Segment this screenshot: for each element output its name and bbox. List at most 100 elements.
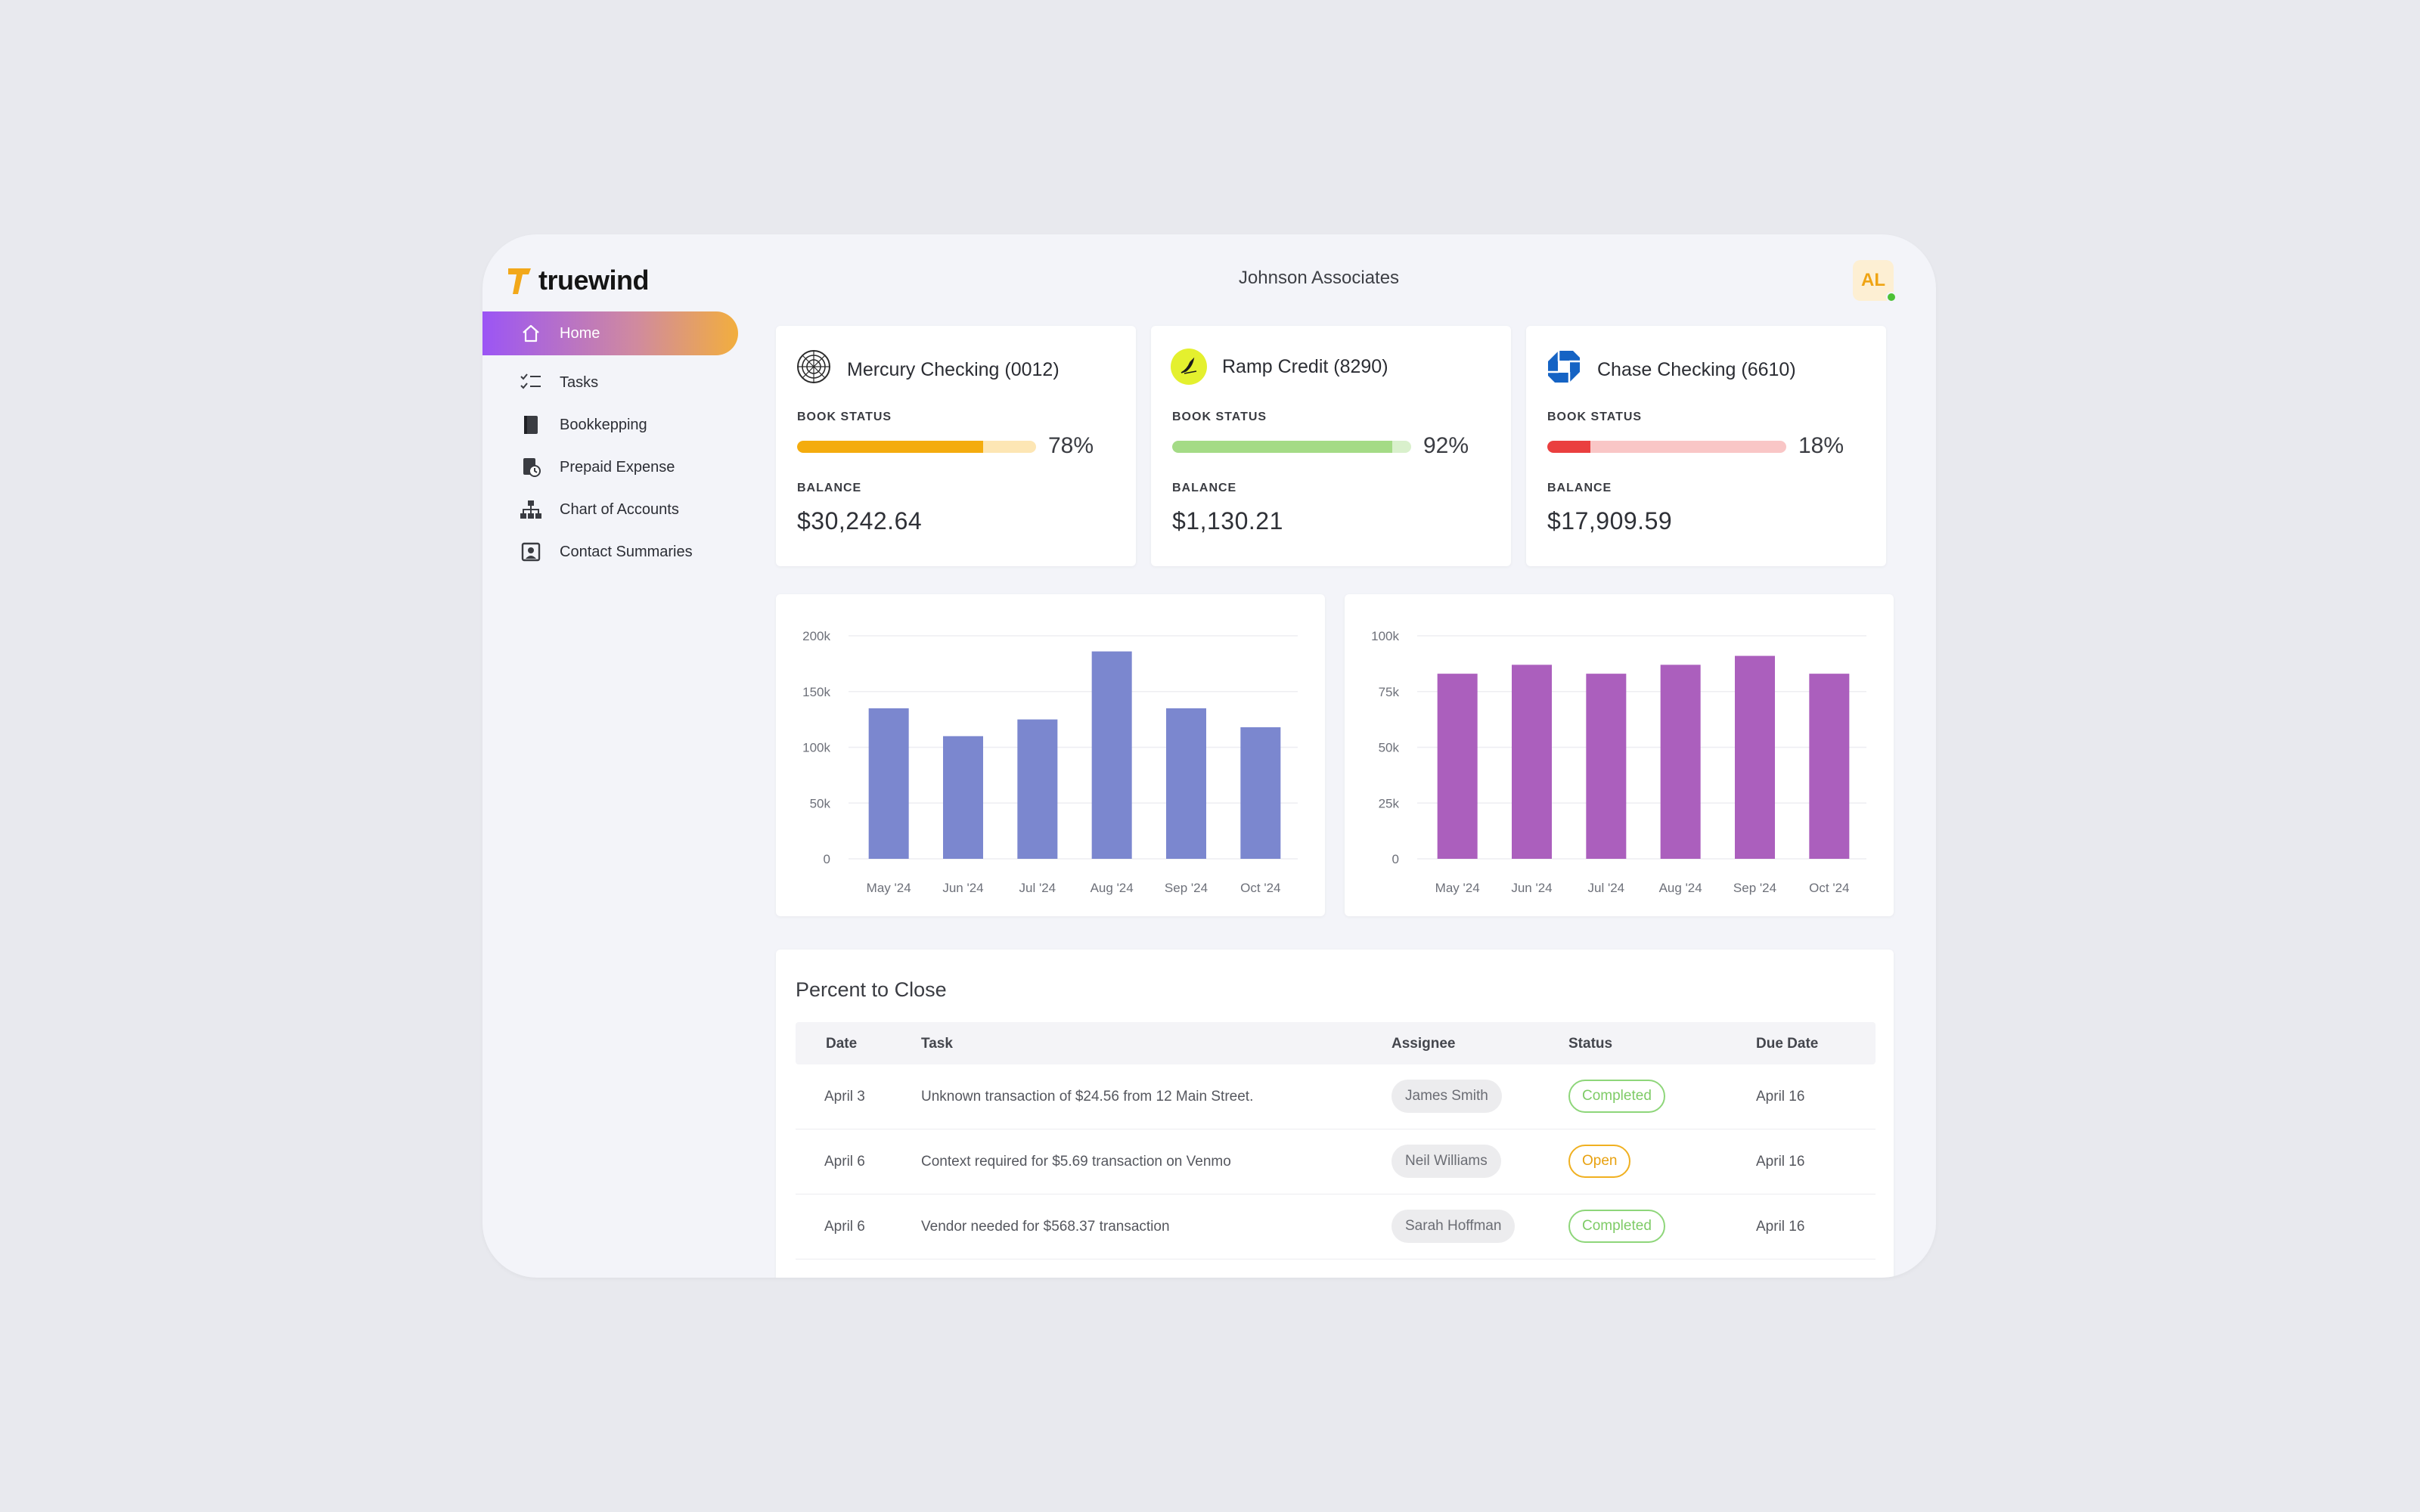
assignee-chip[interactable]: Neil Williams bbox=[1392, 1145, 1501, 1178]
y-tick-label: 0 bbox=[1392, 852, 1399, 866]
logo-text: truewind bbox=[538, 265, 650, 296]
sidebar-item-chart-of-accounts[interactable]: Chart of Accounts bbox=[482, 488, 740, 531]
row-due-date: April 16 bbox=[1756, 1089, 1805, 1105]
prepaid-expense-icon bbox=[519, 455, 543, 479]
book-status-percent: 78% bbox=[1048, 433, 1094, 458]
account-name: Ramp Credit (8290) bbox=[1222, 356, 1388, 377]
assignee-chip[interactable]: Sarah Hoffman bbox=[1392, 1210, 1516, 1243]
bar[interactable] bbox=[943, 736, 983, 859]
hierarchy-icon bbox=[519, 497, 543, 522]
table-header: Date Task Assignee Status Due Date bbox=[796, 1022, 1876, 1064]
bar[interactable] bbox=[1735, 655, 1775, 859]
progress-fill bbox=[797, 441, 984, 453]
y-tick-label: 0 bbox=[824, 852, 830, 866]
book-status-percent: 92% bbox=[1423, 433, 1469, 458]
status-badge[interactable]: Completed bbox=[1568, 1080, 1665, 1113]
y-tick-label: 50k bbox=[810, 796, 831, 810]
company-name[interactable]: Johnson Associates bbox=[1238, 268, 1400, 288]
sidebar-item-label: Tasks bbox=[560, 373, 599, 391]
row-date: April 6 bbox=[824, 1219, 865, 1235]
bar[interactable] bbox=[868, 708, 909, 859]
account-name: Chase Checking (6610) bbox=[1597, 359, 1796, 380]
x-tick-label: Sep '24 bbox=[1165, 881, 1208, 895]
y-tick-label: 100k bbox=[802, 741, 830, 755]
table-row[interactable]: April 6 Context required for $5.69 trans… bbox=[796, 1129, 1876, 1194]
bar[interactable] bbox=[1512, 665, 1552, 859]
row-task: Vendor needed for $568.37 transaction bbox=[921, 1219, 1170, 1235]
tasks-icon bbox=[519, 370, 543, 395]
contact-card-icon bbox=[519, 540, 543, 564]
book-status-percent: 18% bbox=[1798, 433, 1844, 458]
app-window: truewind Home Tasks Bookkepping Prepaid bbox=[482, 234, 1936, 1278]
bar[interactable] bbox=[1240, 727, 1281, 859]
column-header-due-date[interactable]: Due Date bbox=[1756, 1036, 1819, 1052]
sidebar-item-prepaid-expense[interactable]: Prepaid Expense bbox=[482, 446, 740, 488]
percent-to-close-panel: Percent to Close Date Task Assignee Stat… bbox=[776, 950, 1894, 1278]
x-tick-label: Jul '24 bbox=[1019, 881, 1056, 895]
account-card-ramp[interactable]: Ramp Credit (8290) BOOK STATUS 92% BALAN… bbox=[1151, 326, 1511, 566]
x-tick-label: May '24 bbox=[1435, 881, 1480, 895]
x-tick-label: Sep '24 bbox=[1733, 881, 1776, 895]
balance-label: BALANCE bbox=[1547, 482, 1612, 494]
account-card-mercury[interactable]: Mercury Checking (0012) BOOK STATUS 78% … bbox=[776, 326, 1136, 566]
sidebar-item-label: Bookkepping bbox=[560, 416, 647, 433]
bar[interactable] bbox=[1586, 674, 1627, 859]
balance-amount: $17,909.59 bbox=[1547, 507, 1673, 534]
x-tick-label: Aug '24 bbox=[1091, 881, 1134, 895]
chart-card-2: 0 25k 50k 75k 100k May '24 Jun '24 Jul '24 Aug '… bbox=[1345, 594, 1894, 916]
sidebar-item-tasks[interactable]: Tasks bbox=[482, 361, 740, 404]
chase-logo-icon bbox=[1546, 349, 1582, 385]
home-icon bbox=[519, 321, 543, 345]
row-due-date: April 16 bbox=[1756, 1154, 1805, 1170]
y-tick-label: 50k bbox=[1379, 741, 1400, 755]
truewind-logo[interactable]: truewind bbox=[507, 265, 650, 296]
row-date: April 6 bbox=[824, 1154, 865, 1170]
bar[interactable] bbox=[1166, 708, 1206, 859]
table-row[interactable]: April 6 Vendor needed for $568.37 transa… bbox=[796, 1194, 1876, 1259]
y-tick-label: 200k bbox=[802, 629, 830, 643]
assignee-chip[interactable]: James Smith bbox=[1392, 1080, 1502, 1113]
balance-label: BALANCE bbox=[1172, 482, 1237, 494]
book-icon bbox=[519, 413, 543, 437]
row-date: April 3 bbox=[824, 1089, 865, 1105]
panel-title: Percent to Close bbox=[796, 978, 947, 1001]
sidebar-item-contact-summaries[interactable]: Contact Summaries bbox=[482, 531, 740, 573]
truewind-logo-icon bbox=[507, 265, 532, 296]
column-header-task[interactable]: Task bbox=[921, 1036, 953, 1052]
user-avatar[interactable]: AL bbox=[1853, 260, 1897, 302]
column-header-status[interactable]: Status bbox=[1568, 1036, 1613, 1052]
bar[interactable] bbox=[1809, 674, 1850, 859]
bar[interactable] bbox=[1437, 674, 1478, 859]
row-task: Unknown transaction of $24.56 from 12 Ma… bbox=[921, 1089, 1254, 1105]
book-status-label: BOOK STATUS bbox=[1172, 411, 1267, 423]
y-tick-label: 75k bbox=[1379, 685, 1400, 699]
column-header-assignee[interactable]: Assignee bbox=[1392, 1036, 1456, 1052]
bar-chart-1: 0 50k 100k 150k 200k May '24 Jun '24 Jul '24 Aug… bbox=[802, 629, 1298, 895]
table-row[interactable]: April 3 Unknown transaction of $24.56 fr… bbox=[796, 1064, 1876, 1129]
book-status-progress bbox=[797, 441, 1036, 453]
online-status-dot bbox=[1886, 292, 1897, 302]
x-tick-label: Oct '24 bbox=[1809, 881, 1849, 895]
account-card-chase[interactable]: Chase Checking (6610) BOOK STATUS 18% BA… bbox=[1526, 326, 1886, 566]
bar[interactable] bbox=[1091, 651, 1132, 859]
status-badge[interactable]: Open bbox=[1568, 1145, 1631, 1178]
progress-fill bbox=[1547, 441, 1590, 453]
status-badge[interactable]: Completed bbox=[1568, 1210, 1665, 1243]
bar-chart-2: 0 25k 50k 75k 100k May '24 Jun '24 Jul '24 Aug '… bbox=[1371, 629, 1866, 895]
book-status-label: BOOK STATUS bbox=[797, 411, 892, 423]
x-tick-label: Jul '24 bbox=[1588, 881, 1625, 895]
x-tick-label: Oct '24 bbox=[1240, 881, 1280, 895]
sidebar-item-bookkepping[interactable]: Bookkepping bbox=[482, 404, 740, 446]
mercury-logo-icon bbox=[796, 349, 832, 385]
row-due-date: April 16 bbox=[1756, 1219, 1805, 1235]
column-header-date[interactable]: Date bbox=[826, 1036, 858, 1052]
balance-label: BALANCE bbox=[797, 482, 862, 494]
x-tick-label: Jun '24 bbox=[942, 881, 983, 895]
sidebar-item-home[interactable]: Home bbox=[482, 311, 738, 355]
balance-amount: $30,242.64 bbox=[797, 507, 923, 534]
bar[interactable] bbox=[1660, 665, 1701, 859]
sidebar-item-label: Home bbox=[560, 324, 600, 342]
chart-card-1: 0 50k 100k 150k 200k May '24 Jun '24 Jul '24 Aug… bbox=[776, 594, 1325, 916]
y-tick-label: 100k bbox=[1371, 629, 1399, 643]
bar[interactable] bbox=[1017, 719, 1058, 859]
